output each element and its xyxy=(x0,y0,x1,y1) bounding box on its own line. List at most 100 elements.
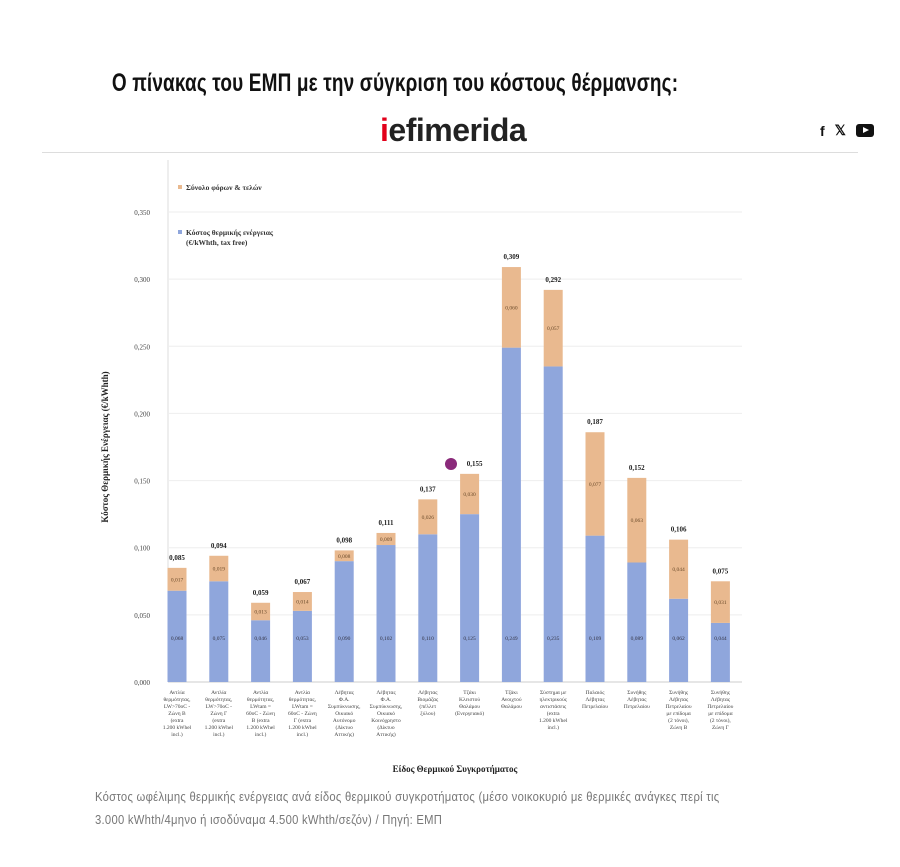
data-label-tax: 0,008 xyxy=(338,554,351,560)
x-tick-label: Λέβητας Φ.Α. Συμπύκνωσης, Οικιακό Κοινόχρηστ… xyxy=(370,690,403,738)
data-label-base: 0,053 xyxy=(296,636,309,642)
legend-label-tax: Σύνολο φόρων & τελών xyxy=(186,183,262,192)
data-label-base: 0,125 xyxy=(463,636,476,642)
bar-base xyxy=(460,514,480,682)
divider xyxy=(42,152,858,153)
data-label-tax: 0,017 xyxy=(171,577,184,583)
data-label-total: 0,098 xyxy=(336,536,352,544)
data-label-base: 0,046 xyxy=(254,636,267,642)
bar-tax xyxy=(585,432,605,536)
bar-base xyxy=(585,535,605,682)
y-tick-label: 0,150 xyxy=(134,478,150,486)
data-label-base: 0,075 xyxy=(213,636,226,642)
bar-tax xyxy=(334,550,354,562)
data-label-base: 0,109 xyxy=(589,636,602,642)
social-links: f 𝕏 xyxy=(820,122,874,139)
x-tick-label: Τζάκι Ανοιχτού Θαλάμου xyxy=(501,689,522,710)
data-label-total: 0,106 xyxy=(671,526,687,534)
x-axis-title: Είδος Θερμικού Συγκροτήματος xyxy=(393,764,518,774)
data-label-total: 0,094 xyxy=(211,542,227,550)
y-tick-label: 0,300 xyxy=(134,276,150,284)
legend-swatch-base xyxy=(178,230,182,234)
data-label-total: 0,152 xyxy=(629,464,645,472)
data-label-base: 0,089 xyxy=(631,636,644,642)
bar-tax xyxy=(251,602,271,621)
data-label-tax: 0,026 xyxy=(422,515,435,521)
data-label-base: 0,235 xyxy=(547,636,560,642)
y-tick-label: 0,350 xyxy=(134,209,150,217)
bar-tax xyxy=(292,592,312,611)
data-label-total: 0,137 xyxy=(420,485,436,493)
legend-swatch-tax xyxy=(178,185,182,189)
x-tick-label: Αντλία θερμότητας, LW>70oC -Ζώνη Γ (extra 1.… xyxy=(205,690,234,738)
bar-base xyxy=(334,561,354,682)
bar-tax xyxy=(710,581,730,623)
x-icon[interactable]: 𝕏 xyxy=(834,122,846,138)
data-label-base: 0,249 xyxy=(505,636,518,642)
data-label-tax: 0,044 xyxy=(672,567,685,573)
data-label-tax: 0,030 xyxy=(463,492,476,498)
y-tick-label: 0,100 xyxy=(134,545,150,553)
bar-base xyxy=(543,366,563,682)
x-tick-label: Συνήθης Λέβητας Πετρελαίου xyxy=(624,690,650,710)
page-title: Ο πίνακας του ΕΜΠ με την σύγκριση του κό… xyxy=(111,69,679,97)
x-tick-label: Λέβητας Βιομάζας (πέλλετ ξύλου) xyxy=(417,690,439,717)
data-label-tax: 0,009 xyxy=(380,537,393,543)
bar-tax xyxy=(460,473,480,515)
x-tick-label: Αντλία θερμότητας, LWtam = 60oC - Ζώνη Γ (ex… xyxy=(288,690,317,738)
data-label-tax: 0,013 xyxy=(254,610,267,616)
data-label-base: 0,062 xyxy=(672,636,685,642)
bar-tax xyxy=(418,499,438,535)
data-label-tax: 0,063 xyxy=(631,518,644,524)
data-label-base: 0,044 xyxy=(714,636,727,642)
bar-tax xyxy=(669,539,689,599)
bar-tax xyxy=(376,532,396,546)
bar-base xyxy=(292,610,312,682)
y-tick-label: 0,200 xyxy=(134,410,150,418)
y-tick-label: 0,000 xyxy=(134,679,150,687)
data-label-total: 0,292 xyxy=(545,276,561,284)
bar-tax xyxy=(627,477,647,563)
stacked-bar-chart: 0,000 0,050 0,100 0,150 0,200 0,250 0,300 0,350… xyxy=(100,160,742,774)
data-label-base: 0,090 xyxy=(338,636,351,642)
data-label-total: 0,085 xyxy=(169,554,185,562)
x-tick-label: Συνήθης Λέβητας Πετρελαίου με επίδομα (2 τόν… xyxy=(707,690,733,731)
bar-base xyxy=(209,581,229,682)
data-label-tax: 0,019 xyxy=(213,567,226,573)
y-tick-label: 0,250 xyxy=(134,343,150,351)
data-label-total: 0,155 xyxy=(467,460,483,468)
y-tick-label: 0,050 xyxy=(134,612,150,620)
data-label-total: 0,067 xyxy=(295,578,311,586)
data-label-base: 0,102 xyxy=(380,636,393,642)
x-tick-label: Τζάκι Κλειστού Θαλάμου (Ενεργειακό) xyxy=(455,689,484,717)
data-label-tax: 0,057 xyxy=(547,326,560,332)
data-label-base: 0,068 xyxy=(171,636,184,642)
bar-base xyxy=(710,622,730,682)
bar-tax xyxy=(167,567,187,591)
data-label-tax: 0,014 xyxy=(296,599,309,605)
logo[interactable]: iefimerida xyxy=(380,112,527,148)
image-caption: Κόστος ωφέλιμης θερμικής ενέργειας ανά ε… xyxy=(95,790,720,827)
x-tick-label: Συνήθης Λέβητας Πετρελαίου με επίδομα (2 τόν… xyxy=(666,690,692,731)
youtube-icon[interactable] xyxy=(855,124,874,137)
bar-tax xyxy=(501,267,521,348)
bar-base xyxy=(167,590,187,682)
facebook-icon[interactable]: f xyxy=(820,122,825,139)
bar-base xyxy=(669,598,689,682)
legend-label-base: Κόστος θερμικής ενέργειας (€/kWhth, tax f… xyxy=(186,228,274,247)
badge-icon xyxy=(445,458,457,470)
y-axis-title: Κόστος Θερμικής Ενέργειας (€/kWhth) xyxy=(100,371,110,522)
bar-base xyxy=(501,347,521,682)
data-label-tax: 0,031 xyxy=(714,600,727,606)
bar-tax xyxy=(209,555,229,582)
x-tick-label: Παλαιός Λέβητας Πετρελαίου xyxy=(582,690,608,710)
x-tick-label: Λέβητας Φ.Α. Συμπύκνωσης, Οικιακό Αυτόνομο (Δ… xyxy=(328,690,361,738)
x-tick-label: Αντλία θερμότητας, LW>70oC -Ζώνη Β (extra 1.… xyxy=(163,690,192,738)
bar-base xyxy=(627,562,647,682)
bar-base xyxy=(376,545,396,682)
x-tick-label: Αντλία θερμότητας, LWtam = 60oC - Ζώνη Β (ex… xyxy=(246,690,275,738)
x-tick-label: Σύστημα με ηλεκτρικούς αντιστάσεις (extra 1.… xyxy=(539,690,568,731)
data-label-tax: 0,077 xyxy=(589,482,602,488)
data-label-total: 0,059 xyxy=(253,589,269,597)
data-label-total: 0,075 xyxy=(713,567,729,575)
